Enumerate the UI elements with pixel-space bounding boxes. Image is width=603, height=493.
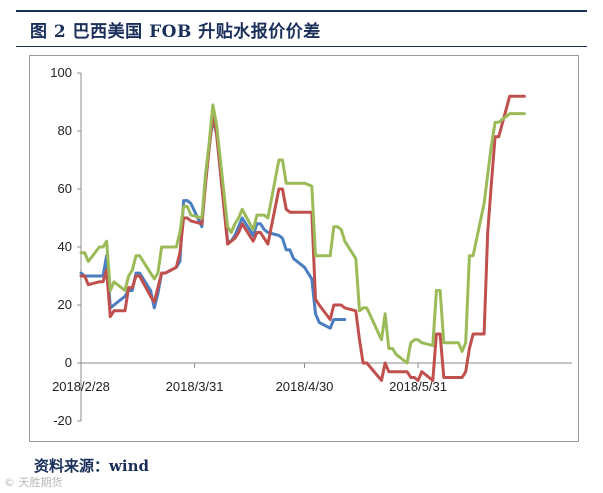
chart-title: 图 2 巴西美国 FOB 升贴水报价价差 — [30, 22, 321, 42]
x-tick-label: 2018/4/30 — [276, 379, 334, 394]
x-tick-label: 2018/3/31 — [166, 379, 224, 394]
top-rule — [16, 10, 587, 12]
series-layer — [79, 94, 526, 382]
y-tick-label: 60 — [58, 181, 72, 196]
y-tick-label: -20 — [53, 413, 72, 428]
series-line-blue — [79, 117, 347, 330]
series-line-green — [79, 103, 526, 365]
y-tick-label: 40 — [58, 239, 72, 254]
source-note: 资料来源：wind — [34, 457, 150, 475]
x-tick-label: 2018/5/31 — [389, 379, 447, 394]
title-rule — [16, 46, 587, 47]
y-tick-label: 0 — [65, 355, 72, 370]
chart-axes: -20 0 20 40 60 80 100 2018/2/28 2018/3/31 2018/4/… — [50, 65, 572, 428]
y-tick-label: 100 — [50, 65, 72, 80]
watermark: © 天胜期货 — [4, 476, 63, 489]
x-tick-label: 2018/2/28 — [52, 379, 110, 394]
y-tick-label: 80 — [58, 123, 72, 138]
series-line-red — [79, 94, 526, 382]
y-tick-label: 20 — [58, 297, 72, 312]
